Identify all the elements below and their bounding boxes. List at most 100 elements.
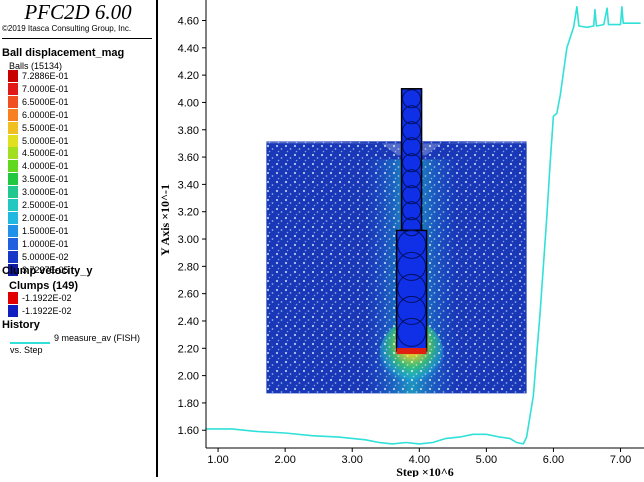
clump-scale-row: -1.1922E-02 [8, 304, 148, 317]
probe-clump-ball [402, 169, 422, 189]
ball-color-swatch [8, 70, 18, 82]
axes: 1.60 1.80 2.00 2.20 2.40 2.60 2.80 3.00 3.20 3.40… [158, 0, 644, 479]
history-line-swatch [10, 342, 50, 344]
ball-scale-label: 6.5000E-01 [22, 96, 69, 107]
ball-scale-row: 7.0000E-01 [8, 82, 148, 95]
clump-scale-row: -1.1922E-02 [8, 292, 148, 304]
y-tick-label: 3.60 [178, 152, 199, 164]
ball-scale-row: 7.2886E-01 [8, 70, 148, 82]
ball-color-swatch [8, 211, 18, 224]
ball-color-swatch [8, 250, 18, 263]
ball-count-label: Balls (15134) [9, 61, 63, 71]
y-tick-label: 3.00 [178, 234, 199, 246]
series-layer [206, 6, 641, 445]
ball-section-title: Ball displacement_mag [2, 47, 125, 59]
y-tick-label: 2.20 [178, 343, 199, 355]
ball-scale-label: 2.0000E-01 [22, 212, 69, 223]
ball-scale-label: 4.0000E-01 [22, 161, 69, 172]
ball-scale-label: 5.0000E-02 [22, 251, 69, 262]
ball-scale-row: 2.5000E-01 [8, 199, 148, 211]
y-tick-label: 4.00 [178, 97, 199, 109]
clump-color-swatch [8, 292, 18, 304]
ball-color-swatch [8, 108, 18, 121]
legend-panel: PFC2D 6.00 ©2019 Itasca Consulting Group… [0, 0, 158, 477]
ball-scale-row: 1.0000E-01 [8, 237, 148, 250]
probe-clump-ball [397, 273, 427, 303]
y-tick-label: 2.80 [178, 261, 199, 273]
probe-tip-contact [396, 348, 427, 355]
probe-clump-ball [397, 317, 427, 347]
plot-area[interactable]: 1.60 1.80 2.00 2.20 2.40 2.60 2.80 3.00 3.20 3.40… [158, 0, 644, 479]
ball-color-swatch [8, 263, 18, 276]
ball-scale-label: 7.0000E-01 [22, 83, 69, 94]
ball-scale-label: 7.2886E-01 [22, 71, 69, 81]
y-tick-label: 2.00 [178, 371, 199, 383]
probe-clump-ball [397, 295, 427, 325]
ball-scale-label: 3.7227E-05 [22, 264, 69, 275]
probe-clump-ball [402, 217, 422, 237]
ball-color-swatch [8, 199, 18, 211]
ball-color-swatch [8, 147, 18, 160]
probe-clump-ball [402, 201, 422, 221]
ball-scale-label: 5.0000E-01 [22, 135, 69, 146]
ball-scale-row: 5.0000E-01 [8, 134, 148, 147]
ball-scale-row: 3.5000E-01 [8, 173, 148, 186]
clump-color-swatch [8, 304, 18, 317]
ball-color-swatch [8, 173, 18, 186]
ball-scale-row: 5.5000E-01 [8, 121, 148, 134]
clump-count-label: Clumps (149) [9, 280, 79, 292]
y-tick-label: 4.60 [178, 15, 199, 27]
x-tick-label: 1.00 [207, 454, 228, 466]
ball-scale-label: 4.5000E-01 [22, 148, 69, 159]
clump-scale-label: -1.1922E-02 [22, 305, 72, 316]
x-tick-label: 5.00 [476, 454, 497, 466]
ball-color-swatch [8, 224, 18, 237]
probe-clump-ball [402, 153, 422, 173]
ball-scale-label: 1.5000E-01 [22, 225, 69, 236]
bed-surface [266, 139, 527, 156]
ball-color-swatch [8, 186, 18, 199]
ball-scale-label: 3.0000E-01 [22, 187, 69, 198]
ball-scale-label: 3.5000E-01 [22, 174, 69, 185]
y-tick-label: 3.80 [178, 125, 199, 137]
ball-color-swatch [8, 95, 18, 108]
probe-clump-ball [402, 105, 422, 125]
y-tick-label: 4.40 [178, 43, 199, 55]
ball-scale-label: 6.0000E-01 [22, 109, 69, 120]
y-tick-label: 3.40 [178, 179, 199, 191]
legend-separator [2, 38, 152, 39]
history-chart: 1.60 1.80 2.00 2.20 2.40 2.60 2.80 3.00 3.20 3.40… [158, 0, 644, 479]
probe-clump [395, 88, 428, 355]
ball-scale-label: 1.0000E-01 [22, 238, 69, 249]
ball-color-swatch [8, 134, 18, 147]
y-tick-label: 2.40 [178, 316, 199, 328]
probe-clump-ball [397, 229, 427, 259]
ball-scale-row: 4.5000E-01 [8, 147, 148, 160]
y-axis-label: Y Axis ×10^-1 [158, 184, 172, 256]
x-tick-label: 4.00 [409, 454, 430, 466]
y-tick-label: 4.20 [178, 70, 199, 82]
probe-clump-ball [402, 121, 422, 141]
history-item-label: 9 measure_av (FISH) [54, 333, 141, 343]
x-tick-label: 7.00 [610, 454, 631, 466]
ball-scale-row: 3.7227E-05 [8, 263, 148, 276]
y-tick-label: 3.20 [178, 207, 199, 219]
probe-clump-ball [402, 89, 422, 109]
clump-scale-label: -1.1922E-02 [22, 293, 72, 303]
ball-scale-row: 4.0000E-01 [8, 160, 148, 173]
y-tick-label: 2.60 [178, 289, 199, 301]
x-axis-label: Step ×10^6 [396, 465, 453, 477]
ball-scale-row: 2.0000E-01 [8, 211, 148, 224]
ball-scale-row: 6.5000E-01 [8, 95, 148, 108]
ball-scale-row: 3.0000E-01 [8, 186, 148, 199]
app-title: PFC2D 6.00 [24, 0, 132, 24]
history-item-sublabel: vs. Step [10, 345, 43, 355]
ball-scale-row: 1.5000E-01 [8, 224, 148, 237]
probe-tip [395, 229, 428, 352]
ball-scale-row: 6.0000E-01 [8, 108, 148, 121]
x-tick-label: 2.00 [274, 454, 295, 466]
probe-clump-ball [397, 251, 427, 281]
x-tick-label: 3.00 [342, 454, 363, 466]
ball-color-swatch [8, 160, 18, 173]
ball-color-swatch [8, 82, 18, 95]
